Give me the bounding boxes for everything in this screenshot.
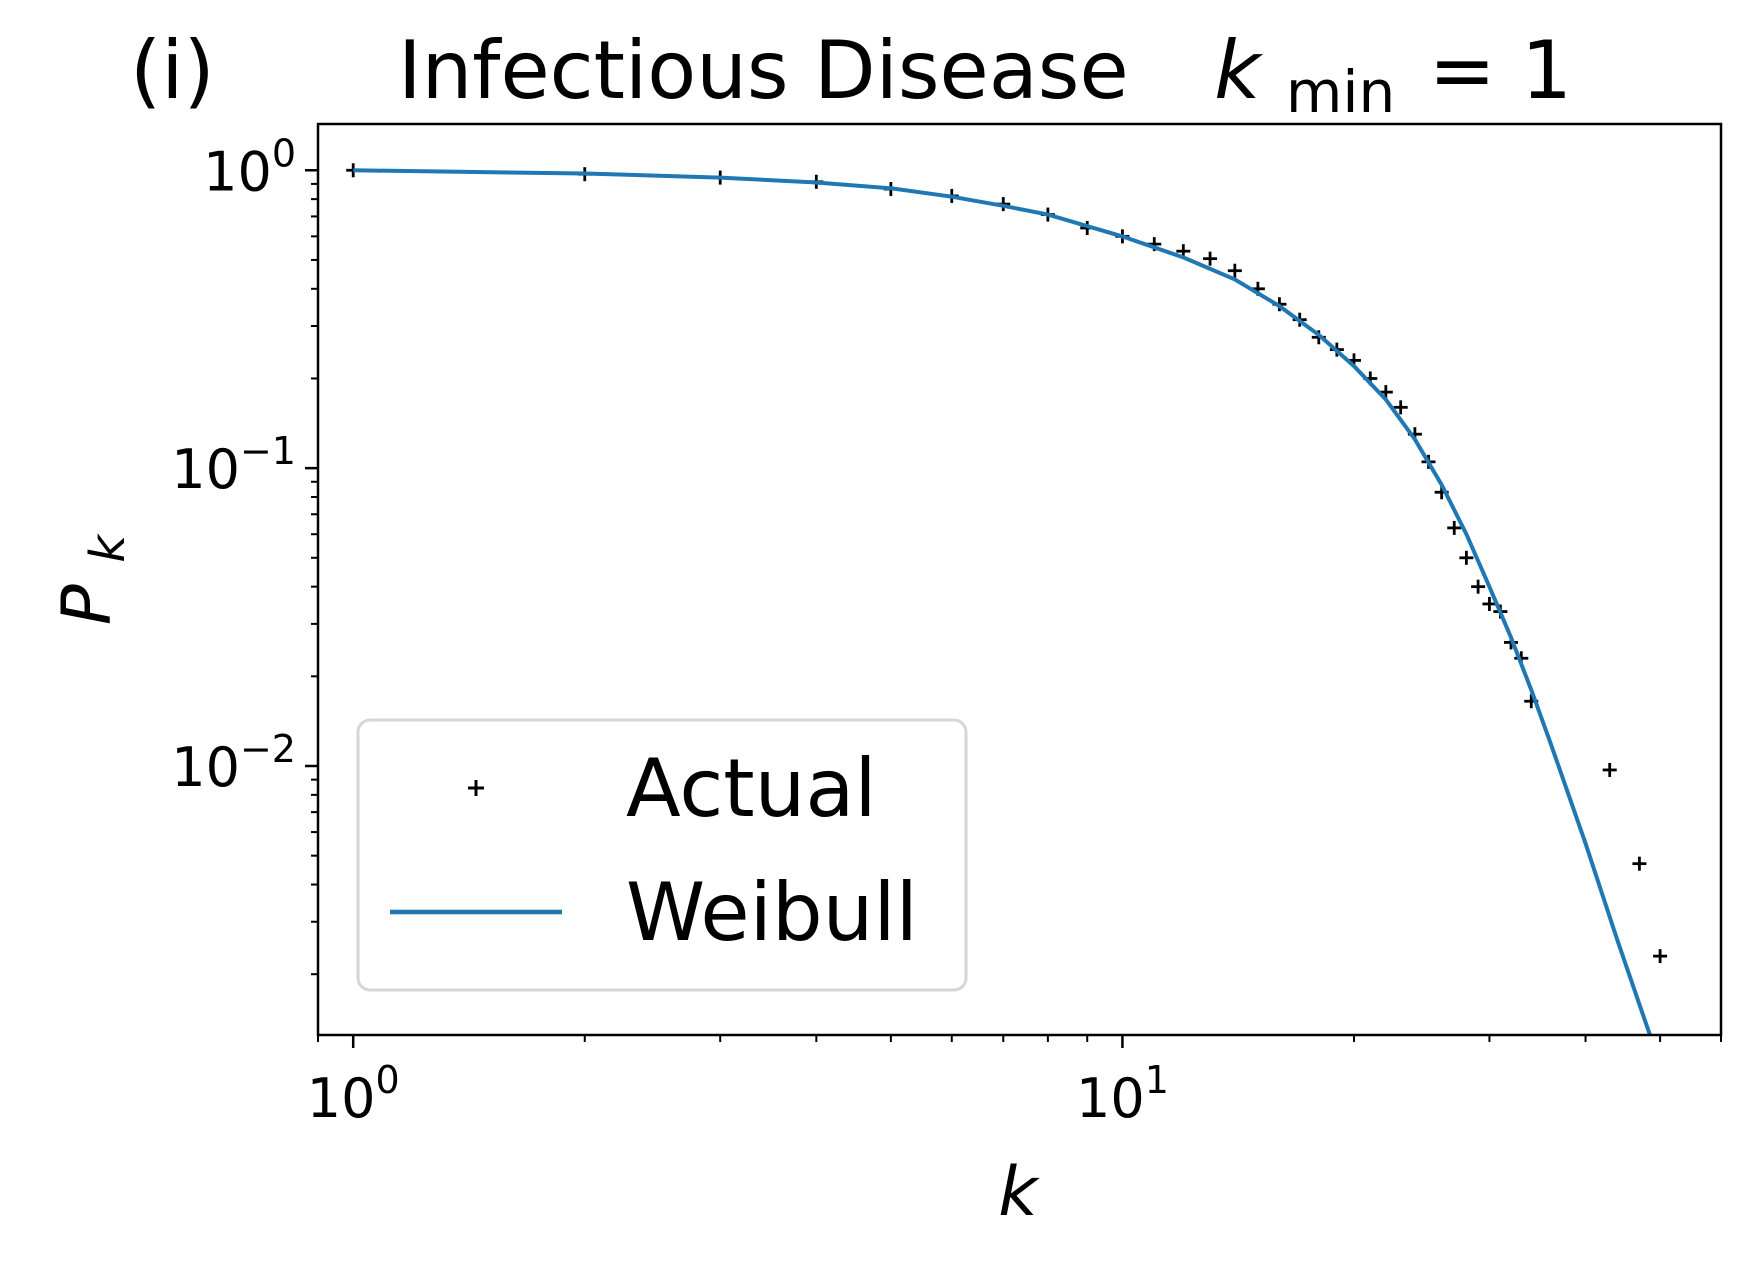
y-tick-label: 10−1	[171, 429, 296, 501]
legend-box	[356, 718, 968, 992]
actual-data-point	[1602, 762, 1617, 777]
panel-label: (i)	[130, 24, 215, 117]
axis-ticks: 100 101 100 10−1 10−2	[171, 131, 1722, 1130]
chart-title: Infectious Disease k min = 1	[398, 24, 1572, 131]
chart-title-text: Infectious Disease	[398, 24, 1129, 117]
y-tick-label: 10−2	[171, 727, 296, 799]
legend-actual-label: Actual	[626, 742, 877, 835]
actual-data-point	[1632, 856, 1647, 871]
actual-data-point	[1447, 520, 1462, 535]
y-axis-label-main: P	[48, 584, 127, 625]
legend: Actual Weibull	[356, 718, 968, 992]
y-tick-label: 100	[203, 131, 296, 203]
x-axis-label: k	[998, 1153, 1040, 1232]
actual-data-point	[1227, 263, 1242, 278]
actual-data-point	[1393, 400, 1408, 415]
legend-weibull-label: Weibull	[626, 866, 918, 959]
chart-title-sub: min	[1286, 58, 1395, 126]
weibull-fit-line	[353, 168, 1653, 1035]
plot-series	[346, 163, 1668, 1035]
y-axis-label-group: P k	[48, 533, 136, 626]
actual-data-point	[1471, 579, 1486, 594]
actual-data-point	[1653, 949, 1668, 964]
chart-title-eq: = 1	[1429, 24, 1572, 117]
y-axis-label: P k	[48, 533, 136, 626]
actual-data-point	[1482, 596, 1497, 611]
actual-data-point	[1203, 251, 1218, 266]
actual-data-point	[1459, 550, 1474, 565]
chart-title-k: k	[1214, 24, 1263, 117]
legend-actual-marker	[468, 780, 484, 796]
plot-frame	[316, 122, 1723, 1037]
x-tick-label: 101	[1076, 1058, 1169, 1130]
x-tick-label: 100	[307, 1058, 400, 1130]
y-axis-label-sub: k	[80, 533, 136, 563]
